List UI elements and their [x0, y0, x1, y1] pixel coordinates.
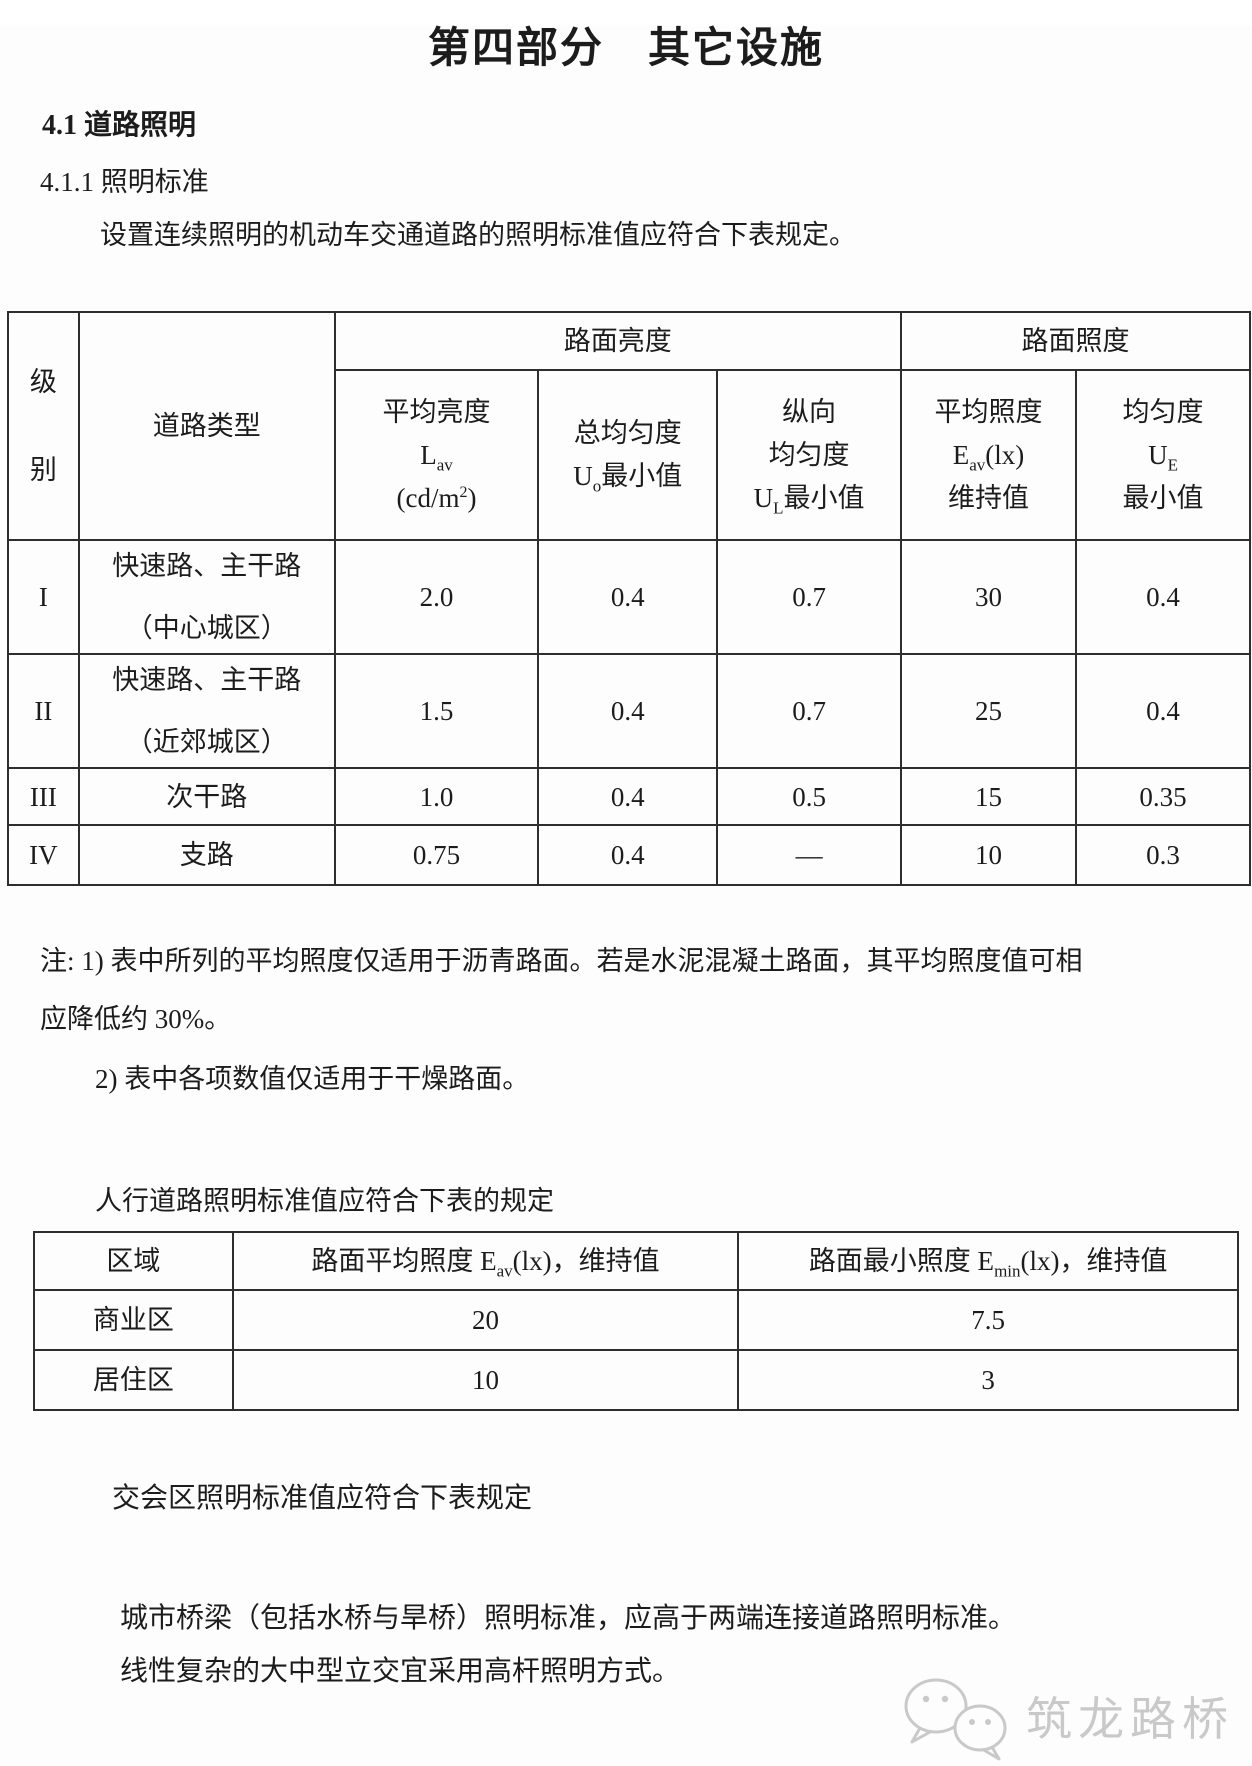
- header-line: 平均照度: [934, 396, 1043, 427]
- table-header-group-row: 级 别 道路类型 路面亮度 路面照度: [7, 311, 1252, 541]
- header-symbol: UE: [1148, 439, 1178, 474]
- cell-illuminance-uniformity: 0.3: [1075, 824, 1251, 886]
- header-line: 均匀度: [1122, 396, 1204, 427]
- header-line: 平均亮度: [382, 396, 491, 427]
- intro-paragraph: 设置连续照明的机动车交通道路的照明标准值应符合下表规定。: [100, 220, 856, 250]
- motor-road-lighting-table: 级 别 道路类型 路面亮度 路面照度 平均亮度 Lav (cd/m2) 总均匀度…: [7, 311, 1252, 886]
- header-line: 总均匀度: [573, 418, 682, 448]
- table-row: I 快速路、主干路 （中心城区） 2.0 0.4 0.7 30 0.4: [7, 539, 1251, 655]
- page-title: 第四部分 其它设施: [427, 26, 824, 72]
- cell-illuminance-uniformity: 0.4: [1075, 653, 1251, 769]
- pedestrian-intro: 人行道路照明标准值应符合下表的规定: [95, 1186, 554, 1216]
- cell-avg-illuminance: 30: [899, 539, 1078, 655]
- cell-longitudinal-uniformity: —: [716, 824, 902, 886]
- header-surface-illuminance-group: 路面照度: [899, 311, 1252, 371]
- header-symbol: Eav(lx): [952, 439, 1025, 474]
- cell-overall-uniformity: 0.4: [537, 653, 719, 769]
- cell-avg-luminance: 0.75: [333, 824, 540, 886]
- header-line: 维持值: [948, 482, 1030, 513]
- cell-illuminance-uniformity: 0.4: [1075, 539, 1251, 655]
- watermark: 筑龙路桥: [898, 1674, 1234, 1766]
- header-symbol: Uo最小值: [573, 461, 683, 496]
- cell-area: 商业区: [33, 1289, 234, 1351]
- header-level-char-1: 级: [29, 367, 57, 397]
- pedestrian-lighting-table: 区域 路面平均照度 Eav(lx)，维持值 路面最小照度 Emin(lx)，维持…: [33, 1231, 1239, 1411]
- header-road-type: 道路类型: [77, 311, 336, 541]
- note-1-line-2: 应降低约 30%。: [40, 1004, 232, 1034]
- header-symbol: Lav: [420, 439, 453, 474]
- cell-min-illuminance: 3: [737, 1349, 1239, 1411]
- cell-level: IV: [7, 824, 80, 886]
- cell-longitudinal-uniformity: 0.7: [716, 653, 902, 769]
- table-row: II 快速路、主干路 （近郊城区） 1.5 0.4 0.7 25 0.4: [7, 653, 1251, 769]
- cell-level: III: [7, 767, 80, 826]
- cell-avg-luminance: 1.5: [333, 653, 540, 769]
- cell-road-type: 快速路、主干路 （近郊城区）: [77, 653, 336, 769]
- header-unit: (cd/m2): [396, 482, 477, 513]
- header-illuminance-uniformity: 均匀度 UE 最小值: [1075, 369, 1251, 541]
- cell-avg-illuminance: 20: [231, 1289, 740, 1351]
- header-level-char-2: 别: [29, 455, 57, 485]
- cell-avg-illuminance: 10: [899, 824, 1078, 886]
- table-row: III 次干路 1.0 0.4 0.5 15 0.35: [7, 767, 1251, 826]
- cell-avg-luminance: 1.0: [333, 767, 540, 826]
- table-row: IV 支路 0.75 0.4 — 10 0.3: [7, 824, 1251, 886]
- header-level: 级 别: [7, 311, 80, 541]
- cell-level: II: [7, 653, 80, 769]
- intersection-paragraph: 交会区照明标准值应符合下表规定: [112, 1483, 533, 1514]
- header-line: 最小值: [1122, 482, 1204, 513]
- cell-road-type: 快速路、主干路 （中心城区）: [77, 539, 336, 655]
- interchange-paragraph: 线性复杂的大中型立交宜采用高杆照明方式。: [120, 1656, 681, 1687]
- note-1-line-1: 注: 1) 表中所列的平均照度仅适用于沥青路面。若是水泥混凝土路面，其平均照度值…: [40, 946, 1083, 976]
- cell-longitudinal-uniformity: 0.5: [716, 767, 902, 826]
- cell-avg-illuminance: 10: [231, 1349, 740, 1411]
- wechat-icon: [904, 1678, 1007, 1761]
- cell-overall-uniformity: 0.4: [537, 539, 719, 655]
- header-avg-illuminance: 平均照度 Eav(lx) 维持值: [899, 369, 1078, 541]
- header-surface-luminance-group: 路面亮度: [333, 311, 902, 371]
- section-heading: 4.1 道路照明: [42, 110, 197, 141]
- header-line: 均匀度: [768, 439, 850, 470]
- subsection-heading: 4.1.1 照明标准: [40, 167, 209, 197]
- header-avg-illuminance: 路面平均照度 Eav(lx)，维持值: [231, 1231, 740, 1291]
- cell-longitudinal-uniformity: 0.7: [716, 539, 902, 655]
- header-min-illuminance: 路面最小照度 Emin(lx)，维持值: [737, 1231, 1239, 1291]
- watermark-text: 筑龙路桥: [1026, 1694, 1234, 1745]
- table-row: 商业区 20 7.5: [33, 1289, 1239, 1351]
- header-line: 纵向: [782, 396, 837, 427]
- cell-avg-illuminance: 15: [899, 767, 1078, 826]
- cell-illuminance-uniformity: 0.35: [1075, 767, 1251, 826]
- header-overall-uniformity: 总均匀度 Uo最小值: [537, 369, 719, 541]
- table-header-columns-row: 平均亮度 Lav (cd/m2) 总均匀度 Uo最小值 纵向 均匀度 UL最小值…: [8, 369, 1251, 541]
- header-area: 区域: [33, 1231, 234, 1291]
- note-2: 2) 表中各项数值仅适用于干燥路面。: [95, 1064, 530, 1094]
- cell-avg-luminance: 2.0: [333, 539, 540, 655]
- document-page: 第四部分 其它设施 4.1 道路照明 4.1.1 照明标准 设置连续照明的机动车…: [0, 26, 1252, 1766]
- table-header-row: 区域 路面平均照度 Eav(lx)，维持值 路面最小照度 Emin(lx)，维持…: [33, 1231, 1239, 1291]
- header-avg-luminance: 平均亮度 Lav (cd/m2): [333, 369, 540, 541]
- header-symbol: UL最小值: [753, 482, 865, 517]
- header-longitudinal-uniformity: 纵向 均匀度 UL最小值: [716, 369, 902, 541]
- cell-overall-uniformity: 0.4: [537, 824, 719, 886]
- table-row: 居住区 10 3: [33, 1349, 1239, 1411]
- cell-level: I: [7, 539, 80, 655]
- cell-area: 居住区: [33, 1349, 234, 1411]
- cell-min-illuminance: 7.5: [737, 1289, 1239, 1351]
- cell-avg-illuminance: 25: [899, 653, 1078, 769]
- cell-road-type: 次干路: [77, 767, 336, 826]
- bridge-paragraph: 城市桥梁（包括水桥与旱桥）照明标准，应高于两端连接道路照明标准。: [120, 1603, 1017, 1634]
- cell-road-type: 支路: [77, 824, 336, 886]
- cell-overall-uniformity: 0.4: [537, 767, 719, 826]
